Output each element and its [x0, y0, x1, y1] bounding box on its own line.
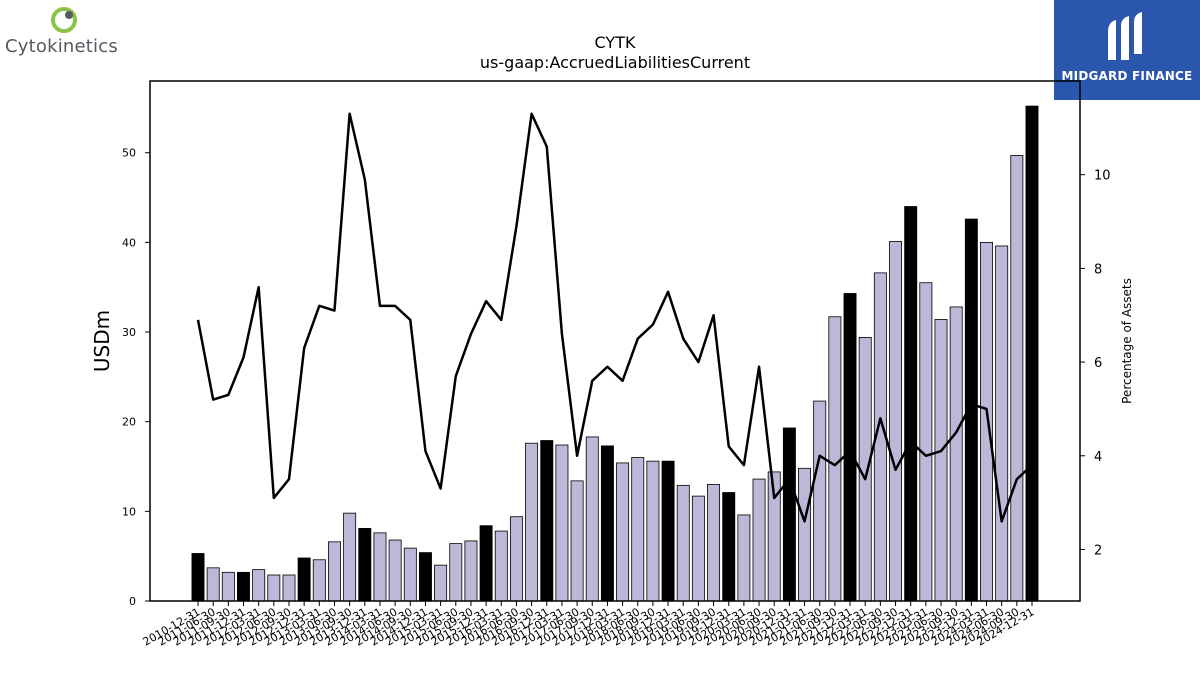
bar-2019-09-30 — [707, 484, 721, 602]
y-tick-label: 30 — [122, 326, 136, 339]
midgard-logo-icon — [1108, 12, 1142, 60]
bar-2011-12-31 — [237, 571, 250, 602]
bar-2022-09-30 — [889, 241, 902, 602]
bar-2010-12-31 — [191, 553, 205, 602]
bar-2021-09-30 — [828, 316, 842, 602]
cytokinetics-logo: Cytokinetics — [0, 0, 135, 70]
bar-2024-06-30 — [995, 245, 1009, 602]
bar-2012-06-30 — [267, 574, 281, 602]
bar-2018-09-30 — [646, 460, 660, 602]
bar-2020-03-31 — [737, 514, 751, 602]
bar-2012-09-30 — [282, 574, 296, 602]
bar-2018-03-31 — [616, 462, 630, 602]
y2-tick-label: 6 — [1094, 356, 1102, 371]
bar-2015-06-30 — [449, 543, 463, 602]
bar-2017-03-31 — [555, 444, 569, 602]
bar-2012-12-31 — [297, 557, 311, 602]
bar-2023-03-31 — [919, 282, 933, 602]
bar-2012-03-31 — [252, 569, 266, 602]
series-line-pct-assets — [196, 112, 1033, 523]
y2-tick-label: 10 — [1094, 169, 1111, 184]
y-tick-label: 50 — [122, 147, 136, 160]
bar-2018-12-31 — [661, 460, 675, 602]
bar-2014-03-31 — [373, 532, 387, 602]
chart-title: CYTK — [595, 33, 636, 52]
midgard-finance-logo: MIDGARD FINANCE — [1054, 0, 1200, 100]
bar-2015-09-30 — [464, 540, 478, 602]
y-axis-label: USDm — [90, 310, 114, 372]
bar-2013-03-31 — [312, 559, 326, 602]
x-axis-ticks: 2010-12-312011-06-302011-09-302011-12-31… — [141, 601, 1037, 649]
bar-2024-09-30 — [1010, 155, 1024, 602]
bar-2011-06-30 — [206, 567, 220, 602]
bar-2013-06-30 — [328, 541, 341, 602]
bar-2018-06-30 — [631, 457, 645, 602]
y2-tick-label: 8 — [1094, 262, 1102, 277]
y2-axis-ticks: 2 4 6 8 10 — [1080, 169, 1111, 558]
bar-2023-09-30 — [949, 306, 963, 602]
bar-2016-09-30 — [525, 442, 539, 602]
plot-frame — [149, 80, 1081, 602]
bar-2022-12-31 — [904, 206, 918, 602]
bar-2014-06-30 — [388, 539, 402, 602]
cytokinetics-logo-text: Cytokinetics — [5, 36, 118, 57]
bar-2014-09-30 — [403, 547, 417, 602]
chart-subtitle: us-gaap:AccruedLiabilitiesCurrent — [480, 53, 750, 72]
y-tick-label: 40 — [122, 236, 136, 249]
bar-2017-12-31 — [600, 445, 614, 602]
bar-2020-12-31 — [782, 427, 796, 602]
bar-2013-12-31 — [358, 527, 372, 602]
bar-2021-03-31 — [798, 467, 812, 602]
y-tick-label: 10 — [122, 505, 136, 518]
bar-2015-03-31 — [434, 564, 448, 602]
bar-2016-12-31 — [540, 440, 554, 602]
bars-group — [191, 105, 1039, 602]
bar-2016-03-31 — [494, 530, 508, 602]
bar-2014-12-31 — [418, 552, 432, 602]
bar-2019-06-30 — [691, 495, 705, 602]
bar-2017-09-30 — [585, 436, 599, 602]
y-axis-ticks: 0 10 20 30 40 50 — [122, 147, 150, 608]
bar-2013-09-30 — [343, 512, 357, 602]
bar-2020-06-30 — [752, 478, 766, 602]
bar-2023-06-30 — [934, 319, 948, 602]
bar-2015-12-31 — [479, 525, 493, 602]
bar-2021-12-31 — [843, 293, 857, 602]
bar-2016-06-30 — [509, 516, 523, 602]
bar-2017-06-30 — [570, 480, 584, 602]
y2-tick-label: 2 — [1094, 543, 1102, 558]
y-tick-label: 0 — [129, 595, 136, 608]
bar-2019-03-31 — [676, 484, 690, 602]
bar-2024-12-31 — [1025, 105, 1039, 602]
bar-2019-12-31 — [722, 492, 736, 602]
y2-axis-label: Percentage of Assets — [1120, 278, 1134, 404]
midgard-logo-text: MIDGARD FINANCE — [1061, 69, 1193, 83]
y2-tick-label: 4 — [1094, 450, 1102, 465]
bar-2011-09-30 — [221, 571, 235, 602]
y-tick-label: 20 — [122, 416, 136, 429]
bar-2024-03-31 — [980, 241, 993, 602]
bar-2021-06-30 — [813, 400, 827, 602]
cytokinetics-logo-icon — [51, 7, 77, 33]
